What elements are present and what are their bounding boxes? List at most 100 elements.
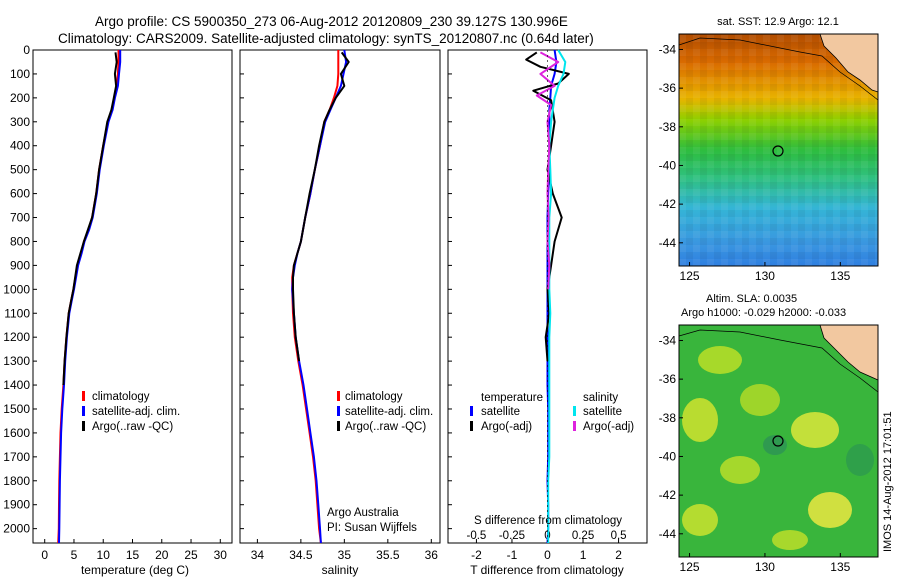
s-diff-tick-label: 0.5 [611,530,627,542]
temperature-panel: 0 5 10 15 20 25 30 temperature (deg C) climato… [32,49,233,577]
s-diff-tick-label: 0.25 [572,530,594,542]
x-tick-label: 0 [544,548,551,562]
sla-map-frame [678,324,879,558]
sst-map-title: sat. SST: 12.9 Argo: 12.1 [717,16,839,28]
depth-tick-label: 0 [23,43,30,57]
depth-tick-label: 1200 [3,330,30,344]
map-lat-label: -38 [659,411,677,425]
depth-tick-label: 200 [10,91,30,105]
x-tick-label: 2 [615,548,622,562]
series-line-argo-raw-qc- [292,51,350,362]
depth-tick-label: 2000 [3,522,30,536]
legend-swatch-t-satellite [470,406,473,416]
x-tick-label: 34.5 [289,548,313,562]
map-lat-label: -34 [659,333,677,347]
legend-s-argo: Argo(-adj) [583,421,634,433]
map-lat-label: -36 [659,372,677,386]
sla-map-title2: Argo h1000: -0.029 h2000: -0.033 [681,307,846,319]
temperature-panel-frame [32,49,233,544]
sla-blob [682,504,718,536]
difference-legend: temperature satellite Argo(-adj) salinit… [470,392,634,433]
legend-swatch-s-satellite [573,406,576,416]
temperature-xlabel: temperature (deg C) [81,563,189,577]
legend-swatch-s-argo [573,421,576,431]
x-tick-label: 1 [580,548,587,562]
temperature-legend-argo: Argo(..raw -QC) [92,421,173,433]
difference-xticks: -2 -1 0 1 2-0.5 -0.25 0 0.25 0.5 [467,530,627,562]
salinity-legend-climatology: climatology [345,391,403,403]
depth-tick-label: 1400 [3,378,30,392]
legend-s-satellite: satellite [583,406,622,418]
legend-swatch-climatology [82,391,85,401]
depth-tick-label: 700 [10,211,30,225]
sla-blob [740,384,780,416]
map-lon-label: 130 [755,560,775,574]
depth-tick-label: 1300 [3,354,30,368]
x-tick-label: 34 [251,548,265,562]
credit-pi: PI: Susan Wijffels [327,522,417,534]
map-lat-label: -42 [659,197,677,211]
legend-swatch-t-argo [470,421,473,431]
map-lat-label: -40 [659,158,677,172]
sst-map-ticks: -34 -36 -38 -40 -42 -44 125 130 135 [659,42,851,283]
legend-t-satellite: satellite [481,406,520,418]
depth-tick-label: 800 [10,234,30,248]
sla-blob [846,444,874,476]
map-lon-label: 135 [830,560,850,574]
legend-swatch-argo [82,421,85,431]
temperature-legend-satellite: satellite-adj. clim. [92,406,180,418]
x-tick-label: 35.5 [376,548,400,562]
sst-map-frame [678,33,879,267]
depth-tick-label: 1900 [3,498,30,512]
salinity-panel-frame [239,49,441,544]
imos-timestamp: IMOS 14-Aug-2012 17:01:51 [882,411,894,552]
map-lat-label: -44 [659,527,677,541]
map-lat-label: -44 [659,236,677,250]
s-diff-tick-label: -0.25 [499,530,525,542]
depth-tick-label: 600 [10,187,30,201]
depth-tick-label: 400 [10,139,30,153]
depth-tick-label: 300 [10,115,30,129]
legend-swatch-satellite [82,406,85,416]
map-lat-label: -36 [659,81,677,95]
salinity-series [291,49,350,544]
sla-contour [678,329,879,393]
sla-blob [772,530,808,550]
salinity-xlabel: salinity [322,563,359,577]
legend-swatch-satellite [337,406,340,416]
difference-xlabel: T difference from climatology [470,563,624,577]
salinity-legend: climatology satellite-adj. clim. Argo(..… [337,391,433,433]
series-line-salinity-satellite [547,49,567,543]
series-line-argo-raw-qc- [62,52,118,386]
sla-blob [808,492,852,528]
depth-tick-label: 1700 [3,450,30,464]
series-line-climatology [57,50,120,544]
header-line1: Argo profile: CS 5900350_273 06-Aug-2012… [95,14,568,29]
map-lon-label: 135 [830,269,850,283]
map-lon-label: 130 [755,269,775,283]
x-tick-label: 35 [338,548,352,562]
map-lon-label: 125 [680,560,700,574]
legend-title-salinity: salinity [583,392,618,404]
sla-argo-marker [772,435,784,447]
legend-t-argo: Argo(-adj) [481,421,532,433]
legend-swatch-climatology [337,391,340,401]
sla-blobs [682,346,874,550]
x-tick-label: -1 [507,548,518,562]
sla-blob [682,398,718,442]
temperature-series [57,50,122,544]
sst-argo-marker [772,145,784,157]
map-lat-label: -38 [659,120,677,134]
map-lat-label: -34 [659,42,677,56]
depth-tick-label: 100 [10,67,30,81]
depth-tick-label: 500 [10,163,30,177]
difference-panel: -2 -1 0 1 2-0.5 -0.25 0 0.25 0.5 T difference fr… [447,49,648,577]
map-lat-label: -42 [659,488,677,502]
x-tick-label: 25 [184,548,198,562]
sst-contour [678,37,879,101]
sla-blob [698,346,742,374]
credit-argo-australia: Argo Australia [327,507,399,519]
legend-title-temperature: temperature [481,392,543,404]
x-tick-label: -2 [471,548,482,562]
